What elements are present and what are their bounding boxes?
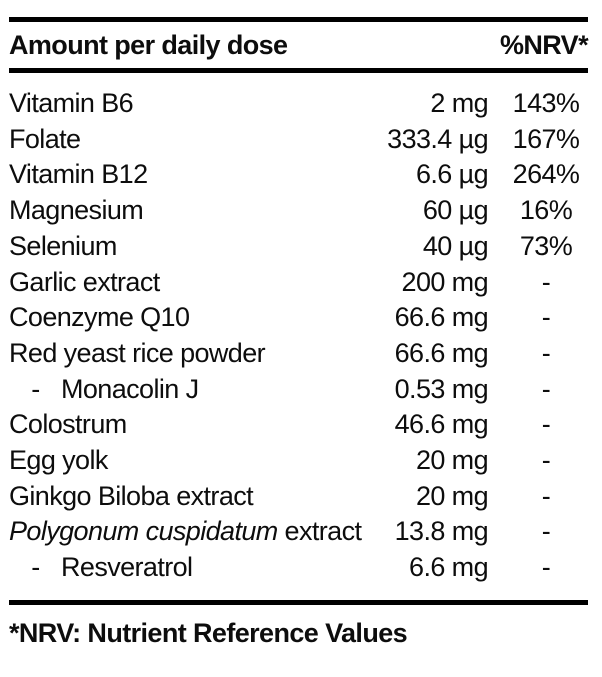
table-row: Garlic extract 200 mg - (9, 265, 588, 301)
table-row-sub: - Resveratrol 6.6 mg - (9, 550, 588, 586)
ingredient-amount: 333.4 µg (387, 123, 488, 154)
table-row: Red yeast rice powder 66.6 mg - (9, 336, 588, 372)
table-row: Colostrum 46.6 mg - (9, 407, 588, 443)
table-row: Folate 333.4 µg 167% (9, 122, 588, 158)
table-row: Polygonum cuspidatum extract 13.8 mg - (9, 514, 588, 550)
ingredient-nrv: - (541, 266, 551, 297)
sub-item-dash: - (31, 373, 40, 404)
ingredient-amount: 20 mg (415, 480, 489, 511)
table-row: Magnesium 60 µg 16% (9, 193, 588, 229)
ingredient-name: Magnesium (9, 195, 144, 226)
ingredient-name: Polygonum cuspidatum extract (9, 514, 362, 550)
ingredient-nrv: - (541, 337, 551, 368)
bottom-divider (9, 599, 588, 605)
table-row: Coenzyme Q10 66.6 mg - (9, 300, 588, 336)
ingredient-amount: 60 µg (422, 195, 489, 226)
ingredient-nrv: - (541, 480, 551, 511)
ingredient-name-text: extract (277, 516, 362, 547)
ingredient-amount: 13.8 mg (394, 516, 489, 547)
ingredient-name: Egg yolk (9, 445, 108, 476)
ingredient-name: Selenium (9, 230, 117, 261)
ingredient-name: Ginkgo Biloba extract (9, 480, 254, 511)
ingredient-name-text: Resveratrol (61, 552, 193, 583)
ingredient-amount: 6.6 µg (415, 159, 489, 190)
ingredient-amount: 0.53 mg (394, 373, 489, 404)
ingredient-amount: 46.6 mg (394, 409, 489, 440)
ingredient-table: Vitamin B6 2 mg 143% Folate 333.4 µg 167… (9, 73, 588, 586)
ingredient-nrv: 264% (512, 159, 580, 190)
table-row-sub: - Monacolin J 0.53 mg - (9, 372, 588, 408)
table-row: Egg yolk 20 mg - (9, 443, 588, 479)
table-row: Ginkgo Biloba extract 20 mg - (9, 479, 588, 515)
ingredient-name-text: Monacolin J (61, 373, 199, 404)
ingredient-amount: 200 mg (401, 266, 489, 297)
ingredient-amount: 6.6 mg (409, 552, 489, 583)
ingredient-nrv: - (541, 302, 551, 333)
ingredient-name: Coenzyme Q10 (9, 302, 190, 333)
ingredient-amount: 20 mg (415, 445, 489, 476)
ingredient-nrv: - (541, 516, 551, 547)
ingredient-name-latin: Polygonum cuspidatum (9, 516, 278, 547)
header-divider (9, 68, 588, 73)
ingredient-name: Vitamin B6 (9, 88, 134, 118)
ingredient-amount: 66.6 mg (394, 302, 489, 333)
table-row: Selenium 40 µg 73% (9, 229, 588, 265)
ingredient-nrv: - (541, 552, 551, 583)
table-row: Vitamin B12 6.6 µg 264% (9, 157, 588, 193)
header-nrv-label: %NRV* (499, 29, 589, 60)
header-amount-label: Amount per daily dose (9, 29, 288, 60)
ingredient-name: Vitamin B12 (9, 159, 148, 190)
top-divider (9, 17, 588, 22)
table-row: Vitamin B6 2 mg 143% (9, 86, 588, 122)
ingredient-amount: 40 µg (422, 230, 489, 261)
ingredient-nrv: - (541, 445, 551, 476)
nrv-footnote: *NRV: Nutrient Reference Values (9, 617, 408, 648)
ingredient-nrv: 143% (512, 88, 580, 118)
table-header: Amount per daily dose %NRV* (9, 22, 589, 68)
ingredient-name: Garlic extract (9, 266, 160, 297)
sub-item-dash: - (31, 552, 40, 583)
ingredient-nrv: 73% (519, 230, 573, 261)
ingredient-nrv: 167% (512, 123, 580, 154)
ingredient-name: Colostrum (9, 409, 127, 440)
supplement-facts-panel: Amount per daily dose %NRV* Vitamin B6 2… (9, 17, 589, 652)
ingredient-amount: 2 mg (430, 88, 488, 118)
ingredient-nrv: - (541, 373, 551, 404)
ingredient-nrv: - (541, 409, 551, 440)
ingredient-name: Red yeast rice powder (9, 337, 266, 368)
ingredient-name: - Monacolin J (9, 372, 199, 408)
ingredient-amount: 66.6 mg (394, 337, 489, 368)
ingredient-name: Folate (9, 123, 81, 154)
ingredient-name: - Resveratrol (9, 550, 193, 586)
ingredient-nrv: 16% (519, 195, 573, 226)
